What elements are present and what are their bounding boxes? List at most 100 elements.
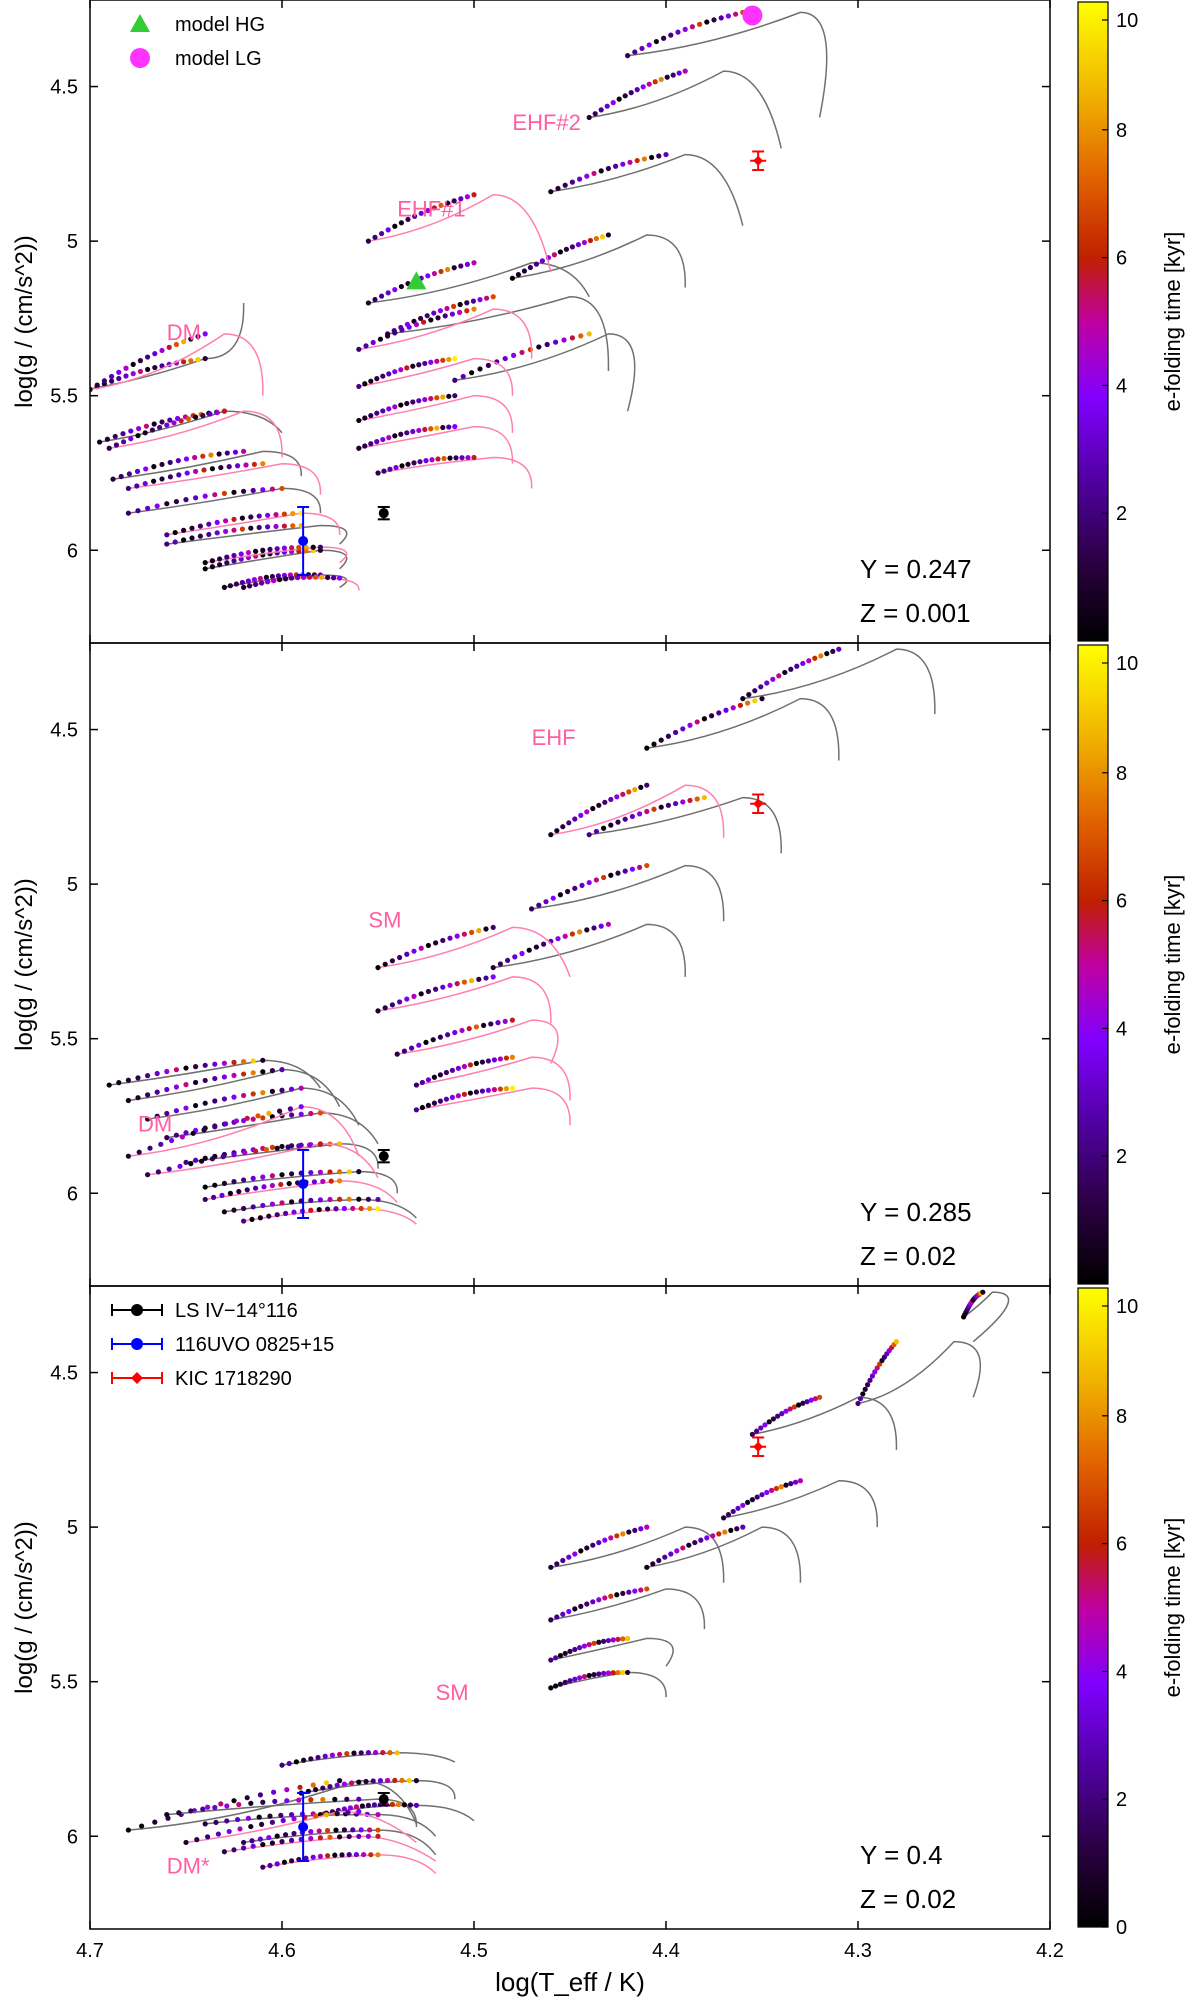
track-dot: [413, 1778, 419, 1784]
track-dot: [431, 270, 437, 277]
track-dot: [135, 1095, 141, 1101]
colorbar-tick-label: 6: [1116, 248, 1127, 270]
track-dot: [202, 1155, 208, 1161]
track-dot: [200, 1806, 206, 1812]
region-label: EHF#2: [512, 110, 580, 135]
track-dot: [550, 895, 556, 901]
track-dot: [289, 1086, 295, 1092]
track-dot: [586, 1641, 592, 1648]
track-dot: [452, 424, 458, 430]
evolution-track-pink: [368, 194, 552, 273]
track-dot: [490, 924, 496, 931]
track-dot: [250, 1204, 256, 1210]
track-dot: [261, 1184, 267, 1190]
colorbar-tick-label: 6: [1116, 891, 1127, 913]
track-dot: [159, 347, 165, 354]
track-dot: [591, 925, 597, 931]
colorbar-tick-label: 10: [1116, 653, 1138, 675]
track-dot: [893, 1339, 900, 1345]
track-dot: [356, 383, 362, 390]
track-dot: [356, 1833, 362, 1840]
track-dot: [446, 356, 452, 363]
track-dot: [208, 452, 214, 458]
track-dot: [279, 1200, 285, 1206]
track-dot: [656, 1557, 662, 1564]
track-dot: [800, 660, 806, 667]
track-dot: [267, 1862, 273, 1869]
track-dot: [231, 527, 237, 533]
track-dot: [457, 309, 463, 315]
observation-marker: [753, 1441, 764, 1452]
track-dot: [818, 653, 824, 659]
track-dot: [265, 524, 271, 530]
track-dot: [121, 439, 127, 445]
track-dot: [274, 1833, 280, 1839]
track-dot: [164, 1086, 170, 1093]
track-dot: [451, 265, 457, 271]
track-dot: [593, 828, 600, 835]
track-dot: [315, 1754, 321, 1761]
track-dot: [143, 423, 149, 429]
track-dot: [183, 1159, 189, 1165]
track-dot: [211, 1194, 217, 1200]
track-dot: [444, 305, 450, 312]
observation-marker: [753, 155, 764, 166]
evolution-track-pink: [377, 456, 533, 489]
track-dot: [581, 1673, 588, 1680]
track-dot: [808, 1397, 814, 1403]
track-dot: [224, 554, 230, 560]
y-axis-label: log(g / (cm/s^2)): [11, 878, 38, 1051]
track-dot: [586, 879, 592, 886]
track-dot: [721, 1515, 727, 1521]
track-dot: [269, 1173, 275, 1179]
track-dot: [181, 359, 187, 365]
track-dot: [365, 1802, 371, 1808]
track-dot: [250, 1843, 256, 1849]
track-dot: [238, 551, 244, 557]
track-dot: [445, 266, 451, 273]
track-dot: [215, 1831, 221, 1837]
evolution-track-gray: [147, 1087, 360, 1126]
track-dot: [197, 533, 203, 539]
track-dot: [584, 809, 590, 815]
track-dot: [106, 445, 112, 451]
track-dot: [183, 1105, 189, 1111]
track-dot: [233, 581, 239, 587]
track-dot: [453, 455, 459, 461]
track-dot: [239, 515, 245, 521]
track-dot: [139, 1823, 145, 1829]
track-dot: [404, 430, 410, 436]
evolution-track-gray: [550, 1588, 706, 1630]
evolution-track-gray: [550, 1637, 674, 1667]
track-dot: [394, 1750, 400, 1756]
track-dot: [154, 1089, 160, 1095]
track-dot: [295, 574, 301, 581]
track-dot: [382, 1005, 388, 1011]
track-dot: [281, 523, 287, 529]
plot-area-bottom: [125, 1289, 1010, 1874]
track-dot: [353, 1804, 359, 1810]
track-dot: [416, 398, 422, 404]
track-dot: [327, 1196, 333, 1203]
track-dot: [130, 371, 136, 377]
track-dot: [577, 176, 583, 182]
track-dot: [176, 1810, 182, 1816]
track-dot: [164, 1812, 170, 1818]
evolution-track-pink: [109, 410, 283, 458]
track-dot: [562, 1679, 568, 1686]
track-dot: [269, 1068, 275, 1074]
track-dot: [349, 1780, 355, 1786]
track-dot: [668, 1551, 674, 1557]
track-dot: [791, 1404, 798, 1410]
track-dot: [770, 1416, 777, 1422]
track-dot: [860, 1391, 866, 1397]
track-dot: [237, 1826, 243, 1832]
track-dot: [188, 1161, 194, 1167]
track-dot: [167, 417, 173, 423]
track-dot: [557, 892, 564, 898]
track-dot: [231, 1152, 237, 1158]
legend-marker: [130, 48, 150, 68]
track-dot: [250, 1070, 256, 1076]
track-dot: [171, 420, 177, 426]
track-dot: [639, 45, 645, 52]
